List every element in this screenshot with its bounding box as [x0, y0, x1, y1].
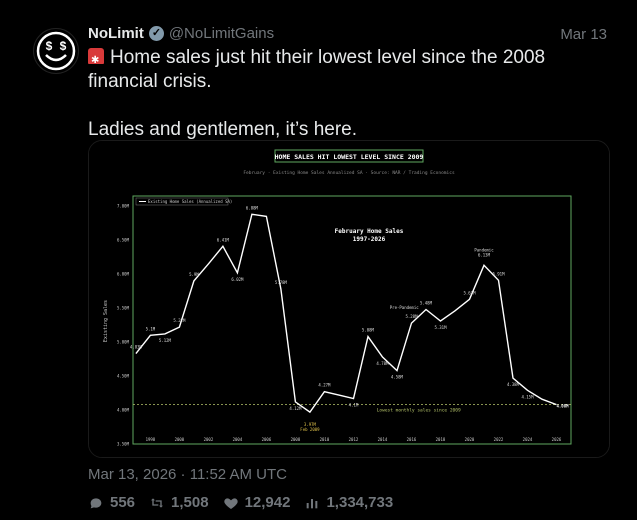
trough-value: 3.97M [304, 422, 317, 427]
x-tick-label: 2008 [291, 437, 301, 442]
pre-pandemic-label: Pre-Pandemic [390, 305, 419, 310]
point-label: 4.38M [507, 382, 520, 387]
siren-icon [88, 48, 104, 73]
x-tick-label: 2006 [262, 437, 272, 442]
y-tick-label: 4.50M [117, 374, 130, 379]
chart-subtitle: February · Existing Home Sales Annualize… [243, 170, 455, 176]
author-name[interactable]: NoLimit [88, 25, 144, 42]
repost-icon [151, 497, 164, 508]
point-label: 4.58M [391, 375, 404, 380]
x-tick-label: 2014 [378, 437, 388, 442]
point-label: 5.08M [362, 328, 375, 333]
point-label: 4.83M [130, 345, 143, 350]
plot-frame [132, 195, 572, 445]
reply-button[interactable]: 556 [88, 494, 135, 511]
point-label: 4.08M [556, 404, 569, 409]
x-tick-label: 2002 [204, 437, 214, 442]
x-tick-label: 2026 [552, 437, 562, 442]
views-button[interactable]: 1,334,733 [304, 494, 393, 511]
point-label: 6.02M [231, 277, 244, 282]
x-tick-label: 2016 [407, 437, 417, 442]
svg-text:$: $ [46, 39, 53, 53]
x-tick-label: 1998 [146, 437, 156, 442]
point-label: 4.1M [349, 402, 359, 407]
tweet-date[interactable]: Mar 13 [560, 26, 607, 43]
like-count: 12,942 [244, 494, 291, 511]
trough-date: Feb 2009 [300, 427, 320, 432]
point-label: 4.78M [376, 361, 389, 366]
point-label: 5.28M [405, 314, 418, 319]
point-label: 6.88M [246, 205, 259, 210]
pandemic-label: Pandemic [474, 247, 494, 252]
x-tick-label: 2000 [175, 437, 185, 442]
point-label: 5.48M [420, 300, 433, 305]
point-label: 5.31M [434, 325, 447, 330]
y-tick-label: 5.00M [117, 340, 130, 345]
x-tick-label: 2020 [465, 437, 475, 442]
chart-title: HOME SALES HIT LOWEST LEVEL SINCE 2009 [275, 153, 424, 161]
legend-box [135, 197, 229, 206]
author-handle[interactable]: @NoLimitGains [168, 25, 275, 42]
inner-subtitle: 1997-2026 [353, 236, 386, 243]
point-label: 5.12M [159, 338, 172, 343]
view-count: 1,334,733 [326, 494, 394, 511]
point-label: 5.22M [173, 318, 186, 323]
point-label: 5.63M [463, 290, 476, 295]
y-tick-label: 6.50M [117, 238, 130, 243]
chart-svg: HOME SALES HIT LOWEST LEVEL SINCE 2009 F… [89, 141, 609, 457]
x-tick-label: 2012 [349, 437, 359, 442]
tweet-text: Home sales just hit their lowest level s… [88, 46, 608, 142]
y-axis-label: Existing Sales [103, 300, 109, 342]
reply-count: 556 [110, 494, 136, 511]
heart-icon [223, 497, 238, 509]
legend-label: Existing Home Sales (Annualized SA) [148, 199, 232, 204]
reply-bubble-icon [90, 497, 102, 508]
x-tick-label: 2004 [233, 437, 243, 442]
repost-count: 1,508 [171, 494, 209, 511]
views-bar-chart-icon [307, 498, 318, 508]
dollar-eyes-smiley-icon: $ $ [36, 31, 76, 71]
repost-button[interactable]: 1,508 [149, 494, 209, 511]
y-tick-label: 7.00M [117, 204, 130, 209]
y-tick-label: 3.50M [117, 442, 130, 447]
avatar[interactable]: $ $ [33, 28, 79, 74]
y-tick-label: 4.00M [117, 408, 130, 413]
point-label: 4.12M [289, 406, 302, 411]
tweet-media-chart[interactable]: HOME SALES HIT LOWEST LEVEL SINCE 2009 F… [88, 140, 610, 458]
x-tick-label: 2010 [320, 437, 330, 442]
tweet-line-2: Ladies and gentlemen, it’s here. [88, 119, 357, 140]
reference-line-label: Lowest monthly sales since 2009 [377, 408, 461, 414]
svg-text:$: $ [60, 39, 67, 53]
tweet-header: NoLimit @NoLimitGains [88, 25, 274, 42]
pandemic-value: 6.13M [478, 252, 491, 257]
point-label: 4.15M [521, 394, 534, 399]
point-label: 4.27M [318, 383, 331, 388]
tweet-timestamp[interactable]: Mar 13, 2026 · 11:52 AM UTC [88, 466, 287, 483]
point-label: 5.91M [492, 271, 505, 276]
y-tick-label: 5.50M [117, 306, 130, 311]
action-bar: 556 1,508 12,942 1,334,733 [88, 494, 393, 511]
point-label: 5.9M [189, 272, 199, 277]
y-tick-label: 6.00M [117, 272, 130, 277]
inner-title: February Home Sales [335, 228, 404, 235]
point-label: 6.41M [217, 237, 230, 242]
point-label: 5.78M [275, 280, 288, 285]
tweet-line-1: Home sales just hit their lowest level s… [88, 47, 546, 92]
point-label: 5.1M [146, 326, 156, 331]
like-button[interactable]: 12,942 [223, 494, 291, 511]
verified-badge-icon [148, 26, 164, 41]
x-tick-label: 2018 [436, 437, 446, 442]
x-tick-label: 2024 [523, 437, 533, 442]
chart-title-frame [274, 149, 424, 163]
series-line [135, 213, 557, 414]
x-tick-label: 2022 [494, 437, 504, 442]
